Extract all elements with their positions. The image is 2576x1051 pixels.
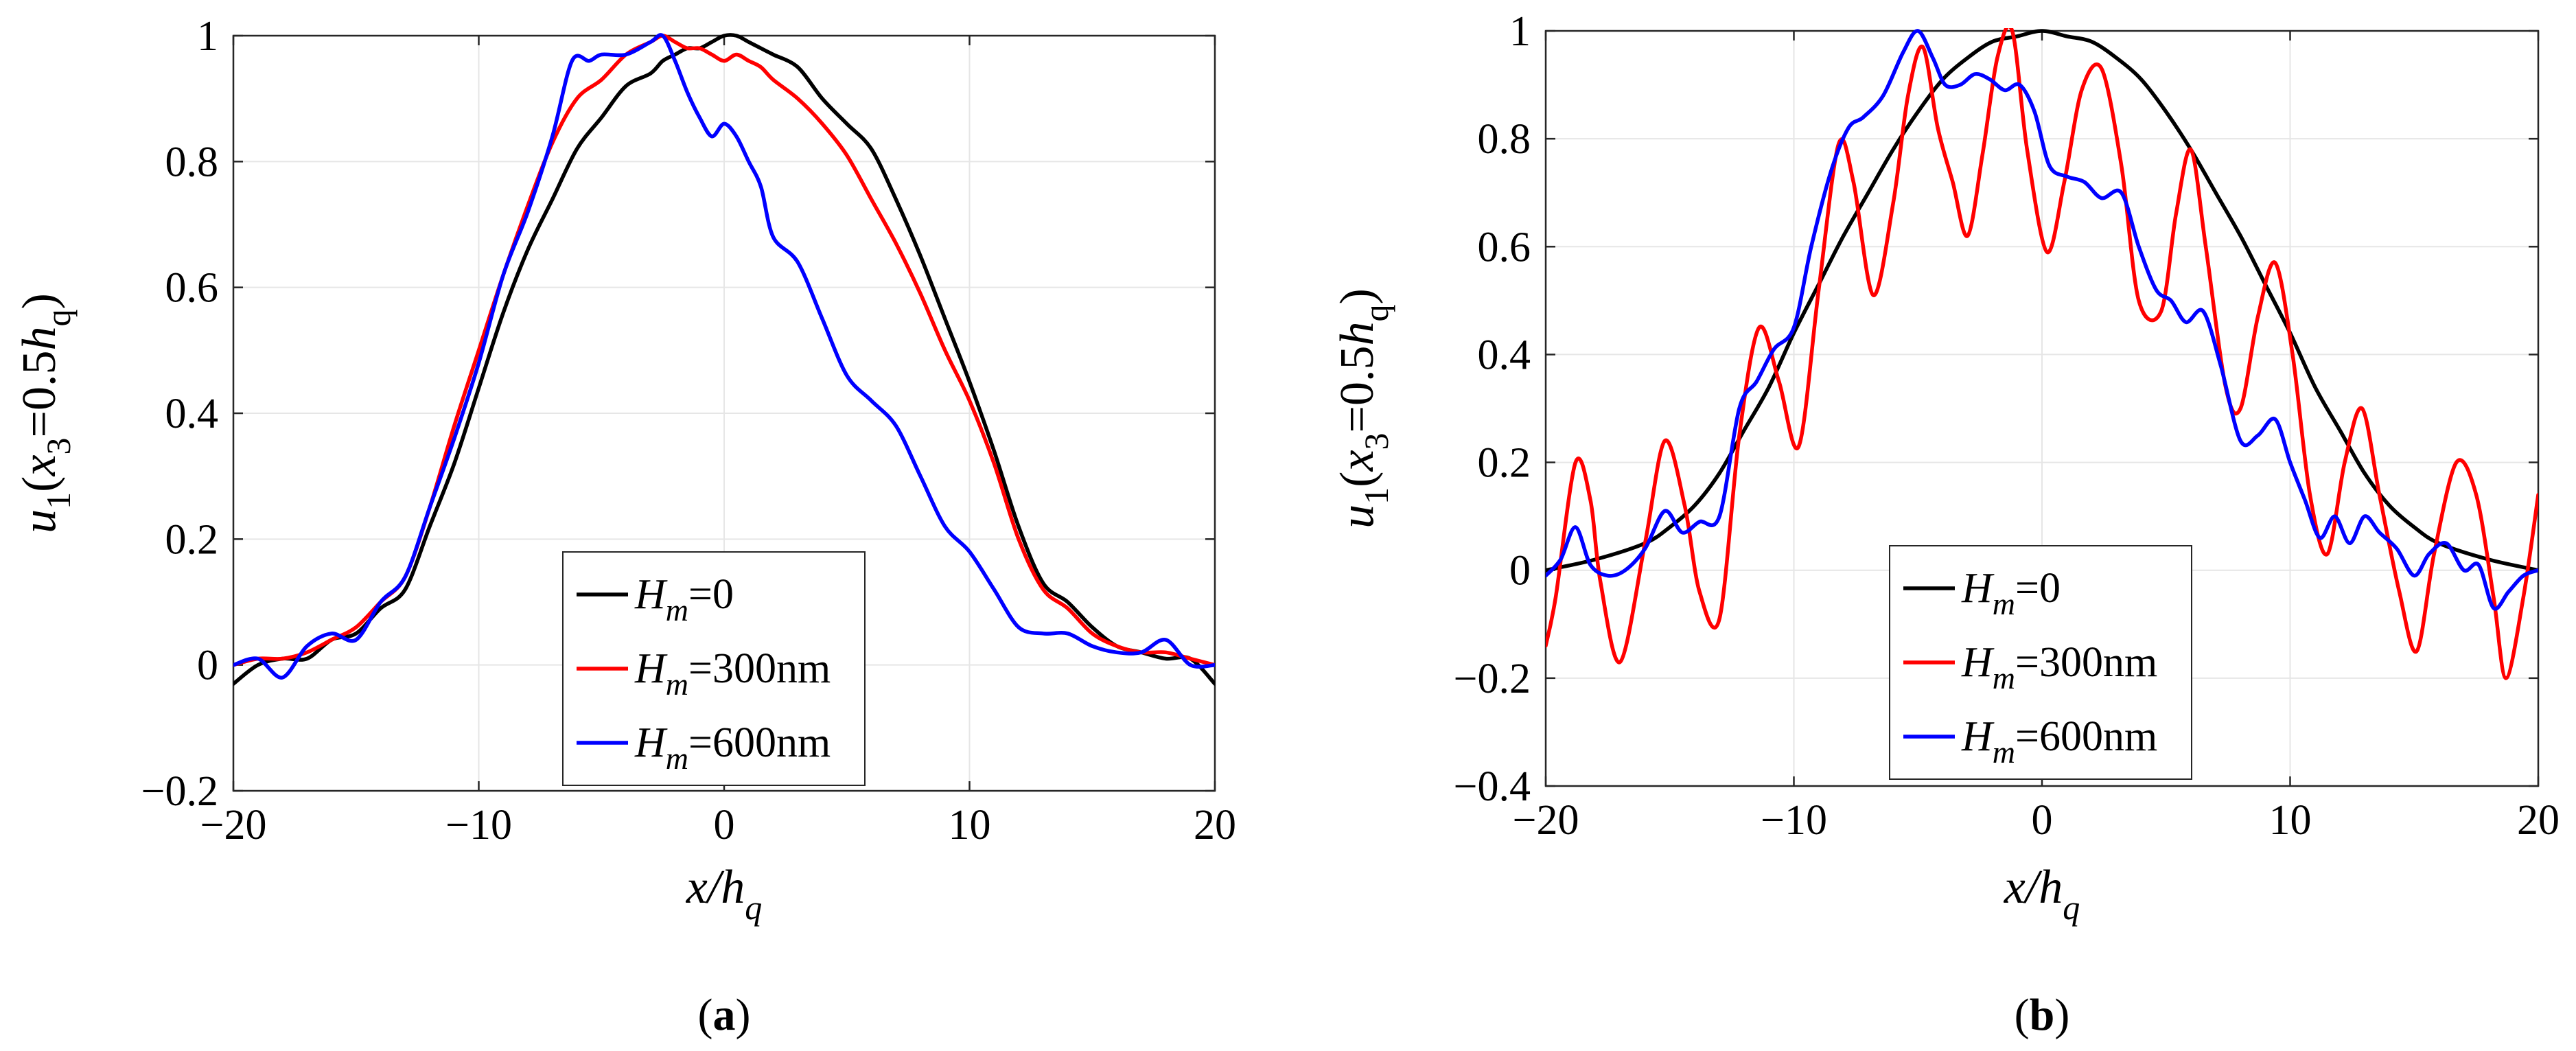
- legend-entry: Hm=0: [1961, 565, 2061, 621]
- x-tick-label: −20: [1513, 797, 1579, 844]
- y-tick-label: 0.8: [165, 139, 219, 185]
- x-tick-label: 20: [1194, 802, 1236, 848]
- x-tick-label: −10: [445, 802, 512, 848]
- legend: Hm=0 Hm=300nm Hm=600nm: [1889, 545, 2192, 780]
- y-tick-label: −0.2: [141, 768, 218, 815]
- x-axis-label: x/hq: [686, 861, 763, 927]
- panel-b: −20 −10 0 10 20−0.4−0.200.20.40.60.81Hm=0Hm=…: [1331, 8, 2560, 1040]
- series-group: [1546, 28, 2538, 680]
- legend-entry: Hm=300nm: [634, 645, 831, 702]
- x-tick-label: −10: [1761, 797, 1827, 844]
- y-tick-label: 0.4: [165, 391, 219, 437]
- x-tick-label: −20: [200, 802, 267, 848]
- y-tick-label: 0.2: [165, 516, 219, 563]
- y-tick-label: 0.4: [1478, 332, 1531, 378]
- y-tick-label: −0.4: [1454, 763, 1531, 810]
- y-tick-label: −0.2: [1454, 656, 1531, 702]
- x-tick-label: 20: [2517, 797, 2560, 844]
- legend-entry: Hm=0: [634, 571, 734, 627]
- y-tick-label: 0.6: [1478, 224, 1531, 270]
- y-tick-label: 0: [197, 643, 218, 689]
- legend-entry: Hm=300nm: [1961, 639, 2157, 695]
- y-tick-label: 0.6: [165, 265, 219, 312]
- x-tick-label: 10: [2269, 797, 2312, 844]
- y-axis-label: u1(x3=0.5hq): [1331, 288, 1395, 529]
- series-line-600nm: [1546, 29, 2538, 611]
- panel-label: (a): [698, 990, 751, 1040]
- panel-a: −20 −10 0 10 20 −0.2 0 0.2 0.4 0.6 0.8 1 Hm=0 Hm=300n…: [13, 13, 1236, 1040]
- series-line-0: [1546, 29, 2538, 573]
- x-axis-label: x/hq: [2004, 861, 2080, 927]
- series-line-0: [233, 33, 1215, 686]
- y-tick-label: 0.2: [1478, 440, 1531, 487]
- y-tick-label: 0.8: [1478, 116, 1531, 163]
- y-tick-label: 1: [197, 13, 218, 60]
- series-group: [233, 33, 1215, 686]
- series-line-600nm: [233, 33, 1215, 680]
- panel-label: (b): [2015, 990, 2070, 1040]
- x-tick-label: 10: [949, 802, 991, 848]
- x-tick-label: 0: [714, 802, 735, 848]
- legend: Hm=0 Hm=300nm Hm=600nm: [562, 551, 866, 786]
- legend-entry: Hm=600nm: [634, 719, 831, 776]
- series-line-300nm: [1546, 28, 2538, 680]
- y-tick-label: 0: [1509, 548, 1531, 594]
- y-tick-label: 1: [1509, 8, 1531, 55]
- legend-entry: Hm=600nm: [1961, 713, 2157, 770]
- y-axis-label: u1(x3=0.5hq): [13, 293, 78, 533]
- x-tick-label: 0: [2032, 797, 2053, 844]
